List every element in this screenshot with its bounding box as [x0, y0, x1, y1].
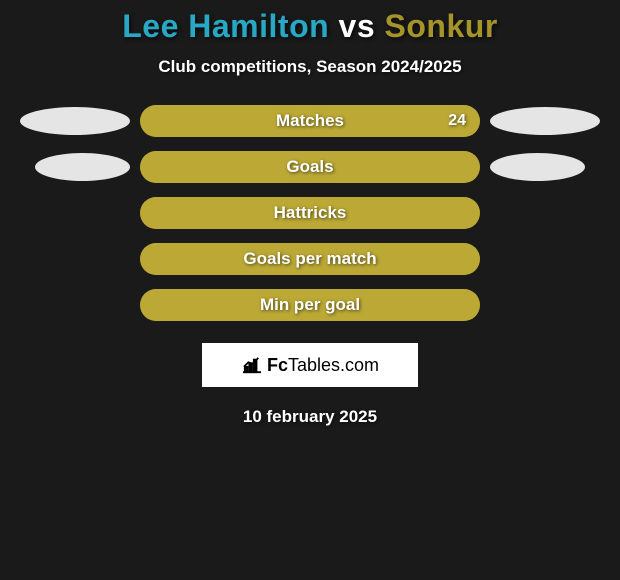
- vs-separator: vs: [329, 8, 384, 44]
- stat-label: Hattricks: [274, 203, 347, 223]
- player1-name: Lee Hamilton: [122, 8, 329, 44]
- stat-bar: Hattricks: [140, 197, 480, 229]
- stat-row: Goals: [0, 151, 620, 183]
- date-text: 10 february 2025: [243, 407, 377, 427]
- stat-bar: Min per goal: [140, 289, 480, 321]
- stat-row: Hattricks: [0, 197, 620, 229]
- stat-label: Goals: [286, 157, 333, 177]
- stat-row: Min per goal: [0, 289, 620, 321]
- stat-label: Min per goal: [260, 295, 360, 315]
- fctables-logo[interactable]: FcTables.com: [202, 343, 418, 387]
- stat-bar: Matches 24: [140, 105, 480, 137]
- player2-name: Sonkur: [385, 8, 498, 44]
- stat-bar: Goals: [140, 151, 480, 183]
- logo-text-fc: Fc: [267, 355, 288, 375]
- page-title: Lee Hamilton vs Sonkur: [122, 8, 498, 45]
- right-ellipse: [490, 107, 600, 135]
- left-ellipse: [20, 107, 130, 135]
- bar-chart-icon: [241, 356, 263, 374]
- stat-label: Matches: [276, 111, 344, 131]
- stat-row: Matches 24: [0, 105, 620, 137]
- stat-value: 24: [448, 112, 466, 130]
- stat-row: Goals per match: [0, 243, 620, 275]
- logo-text: FcTables.com: [267, 355, 379, 376]
- subtitle: Club competitions, Season 2024/2025: [158, 57, 461, 77]
- comparison-widget: Lee Hamilton vs Sonkur Club competitions…: [0, 0, 620, 427]
- logo-text-rest: Tables.com: [288, 355, 379, 375]
- left-ellipse: [35, 153, 130, 181]
- stat-bar: Goals per match: [140, 243, 480, 275]
- stats-rows: Matches 24 Goals Hattricks Goals per match Mi…: [0, 105, 620, 321]
- stat-label: Goals per match: [243, 249, 376, 269]
- right-ellipse: [490, 153, 585, 181]
